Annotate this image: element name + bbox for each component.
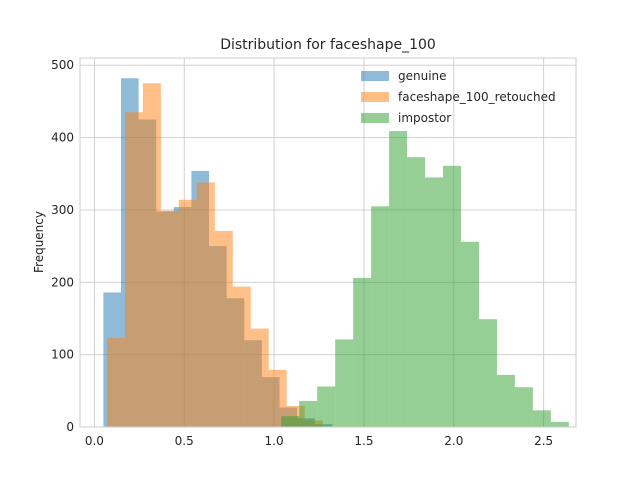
chart-title: Distribution for faceshape_100 <box>220 37 436 53</box>
tick-labels: 0.0 0.5 1.0 1.5 2.0 2.5 0 100 200 300 400 500 <box>51 58 553 448</box>
legend-label: faceshape_100_retouched <box>398 90 556 104</box>
histogram-bar <box>196 182 215 427</box>
histogram-bar <box>425 177 444 427</box>
x-tick-label: 0.0 <box>85 434 104 448</box>
histogram-bar <box>268 369 287 427</box>
bars <box>103 78 569 428</box>
y-axis-label: Frequency <box>32 211 46 273</box>
legend-label: impostor <box>398 111 451 125</box>
histogram-bar <box>371 206 390 427</box>
y-tick-label: 100 <box>51 348 74 362</box>
histogram-bar <box>232 286 251 427</box>
histogram-bar <box>478 319 497 427</box>
x-tick-label: 1.5 <box>354 434 373 448</box>
legend: genuine faceshape_100_retouched impostor <box>361 69 556 125</box>
histogram-bar <box>317 386 336 427</box>
histogram-bar <box>335 339 354 427</box>
histogram-bar <box>281 416 300 427</box>
histogram-bar <box>532 410 551 427</box>
x-tick-label: 0.5 <box>175 434 194 448</box>
histogram-bar <box>353 277 372 427</box>
histogram-bar <box>389 131 408 427</box>
legend-swatch <box>361 71 389 81</box>
histogram-bar <box>124 112 143 427</box>
histogram-bar <box>160 210 179 427</box>
histogram-bar <box>142 83 161 427</box>
x-tick-label: 1.0 <box>265 434 284 448</box>
series-faceshape_100_retouched <box>106 83 323 427</box>
histogram-bar <box>496 374 515 427</box>
legend-label: genuine <box>398 69 447 83</box>
series-impostor <box>281 131 569 427</box>
histogram-bar <box>250 328 269 427</box>
histogram-bar <box>299 400 318 427</box>
y-tick-label: 500 <box>51 58 74 72</box>
histogram-bar <box>443 165 461 427</box>
y-tick-label: 400 <box>51 131 74 145</box>
histogram-bar <box>106 338 125 427</box>
histogram-bar <box>407 157 426 427</box>
histogram-bar <box>214 230 233 427</box>
legend-swatch <box>361 92 389 102</box>
legend-swatch <box>361 113 389 123</box>
histogram-bar <box>178 199 197 427</box>
histogram-bar <box>550 421 569 427</box>
plot-frame <box>79 57 577 428</box>
x-tick-label: 2.5 <box>534 434 553 448</box>
histogram-bar <box>514 387 533 427</box>
y-tick-label: 0 <box>66 420 74 434</box>
x-tick-label: 2.0 <box>444 434 463 448</box>
y-tick-label: 300 <box>51 203 74 217</box>
histogram-bar <box>460 241 479 427</box>
y-tick-label: 200 <box>51 275 74 289</box>
